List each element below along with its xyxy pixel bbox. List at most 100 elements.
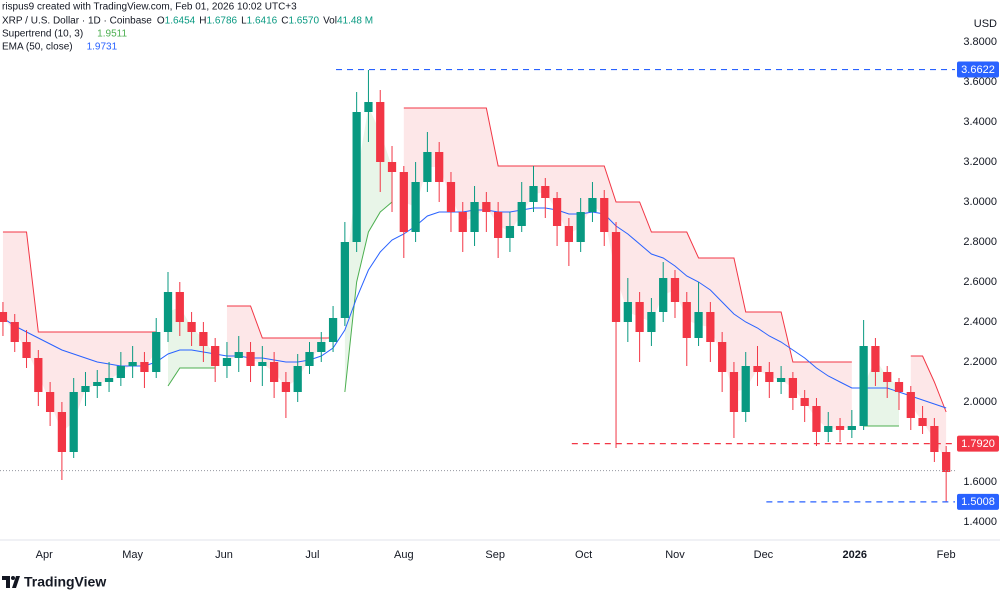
legend-value: 1.9731 xyxy=(87,42,118,53)
x-tick-label: 2026 xyxy=(843,549,867,561)
y-tick-label: 3.4000 xyxy=(963,116,997,128)
x-tick-label: Jun xyxy=(215,549,233,561)
candle-body xyxy=(930,426,939,452)
candle-body xyxy=(376,102,385,162)
candle-body xyxy=(364,102,373,112)
y-tick-label: 1.4000 xyxy=(963,516,997,528)
candle-body xyxy=(328,318,338,342)
legend-name: Supertrend (10, 3) xyxy=(2,29,83,40)
candle-body xyxy=(387,162,397,172)
candle-body xyxy=(541,186,550,198)
candle-body xyxy=(423,152,432,182)
supertrend-fill xyxy=(863,359,899,426)
candle-body xyxy=(470,202,479,232)
candle-body xyxy=(140,362,149,372)
level-tag-label: 1.5008 xyxy=(961,496,995,508)
ohlc-value: 1.6416 xyxy=(247,16,278,27)
y-tick-label: 3.2000 xyxy=(963,156,997,168)
x-tick-label: Aug xyxy=(394,549,414,561)
candle-body xyxy=(611,232,621,322)
candle-body xyxy=(399,172,408,232)
candle-body xyxy=(682,302,691,338)
candle-body xyxy=(635,302,644,332)
supertrend-fill xyxy=(910,356,947,462)
candle-body xyxy=(729,372,739,412)
ohlc-value: 1.6454 xyxy=(165,16,196,27)
candle-body xyxy=(411,182,420,232)
candle-body xyxy=(57,412,67,452)
ohlc-value: 1.6786 xyxy=(206,16,237,27)
candle-body xyxy=(824,426,833,432)
y-tick-label: 3.8000 xyxy=(963,36,997,48)
supertrend-fill xyxy=(403,108,852,429)
candle-body xyxy=(765,372,774,382)
supertrend-line xyxy=(167,367,216,387)
level-tag xyxy=(957,61,999,78)
candle-body xyxy=(706,312,715,342)
supertrend-line xyxy=(226,305,334,339)
y-tick-label: 1.6000 xyxy=(963,476,997,488)
x-tick-label: Sep xyxy=(485,549,505,561)
candle-body xyxy=(199,332,208,346)
candle-body xyxy=(505,226,515,238)
legend-value: 1.9511 xyxy=(97,29,127,40)
candle-body xyxy=(564,226,573,242)
candle-body xyxy=(458,212,467,232)
y-tick-label: 2.8000 xyxy=(963,236,997,248)
y-tick-label: 3.0000 xyxy=(963,196,997,208)
candle-body xyxy=(187,322,196,332)
candle-body xyxy=(446,182,456,212)
candle-body xyxy=(894,382,904,392)
candle-body xyxy=(258,362,267,366)
candle-body xyxy=(234,352,243,358)
symbol-name: XRP / U.S. Dollar · 1D · Coinbase xyxy=(2,16,152,27)
candle-body xyxy=(659,278,668,312)
candle-body xyxy=(152,332,161,372)
supertrend-fill xyxy=(226,306,334,387)
level-tag-label: 1.7920 xyxy=(961,438,995,450)
x-tick-label: Nov xyxy=(665,549,685,561)
candle-body xyxy=(69,392,78,452)
candle-body xyxy=(942,452,951,472)
candle-body xyxy=(753,366,762,372)
ohlc-letter: O xyxy=(157,16,165,27)
ohlc-letter: C xyxy=(281,16,288,27)
candle-body xyxy=(281,382,291,392)
candle-body xyxy=(10,322,19,342)
candle-body xyxy=(305,352,314,366)
logo-icon xyxy=(2,576,20,588)
x-tick-label: May xyxy=(122,549,143,561)
y-tick-label: 2.4000 xyxy=(963,316,997,328)
ohlc-letter: Vol xyxy=(323,16,337,27)
brand-name: TradingView xyxy=(24,574,106,590)
candle-body xyxy=(81,386,90,392)
candle-body xyxy=(175,292,184,322)
candle-body xyxy=(871,346,880,372)
candle-body xyxy=(317,342,326,352)
candle-body xyxy=(600,198,609,232)
candle-body xyxy=(694,312,703,338)
candle-body xyxy=(623,302,632,322)
ohlc-value: 41.48 M xyxy=(337,16,373,27)
candle-body xyxy=(812,406,821,432)
supertrend-line xyxy=(344,201,393,393)
candle-body xyxy=(847,426,856,430)
candle-body xyxy=(34,358,43,392)
y-axis-unit: USD xyxy=(974,18,997,30)
supertrend-line xyxy=(2,231,157,333)
candle-body xyxy=(647,312,656,332)
candle-body xyxy=(340,242,349,318)
brand-logo xyxy=(2,576,20,588)
candle-body xyxy=(246,352,255,366)
x-tick-label: Apr xyxy=(36,549,53,561)
candle-body xyxy=(22,342,31,358)
candle-body xyxy=(906,392,915,418)
plot-area xyxy=(0,70,955,502)
ohlc-letter: L xyxy=(241,16,247,27)
credit-line: rispus9 created with TradingView.com, Fe… xyxy=(2,2,297,13)
candle-body xyxy=(883,372,892,382)
candle-body xyxy=(517,202,526,226)
supertrend-line xyxy=(910,355,947,413)
candle-body xyxy=(104,378,114,382)
